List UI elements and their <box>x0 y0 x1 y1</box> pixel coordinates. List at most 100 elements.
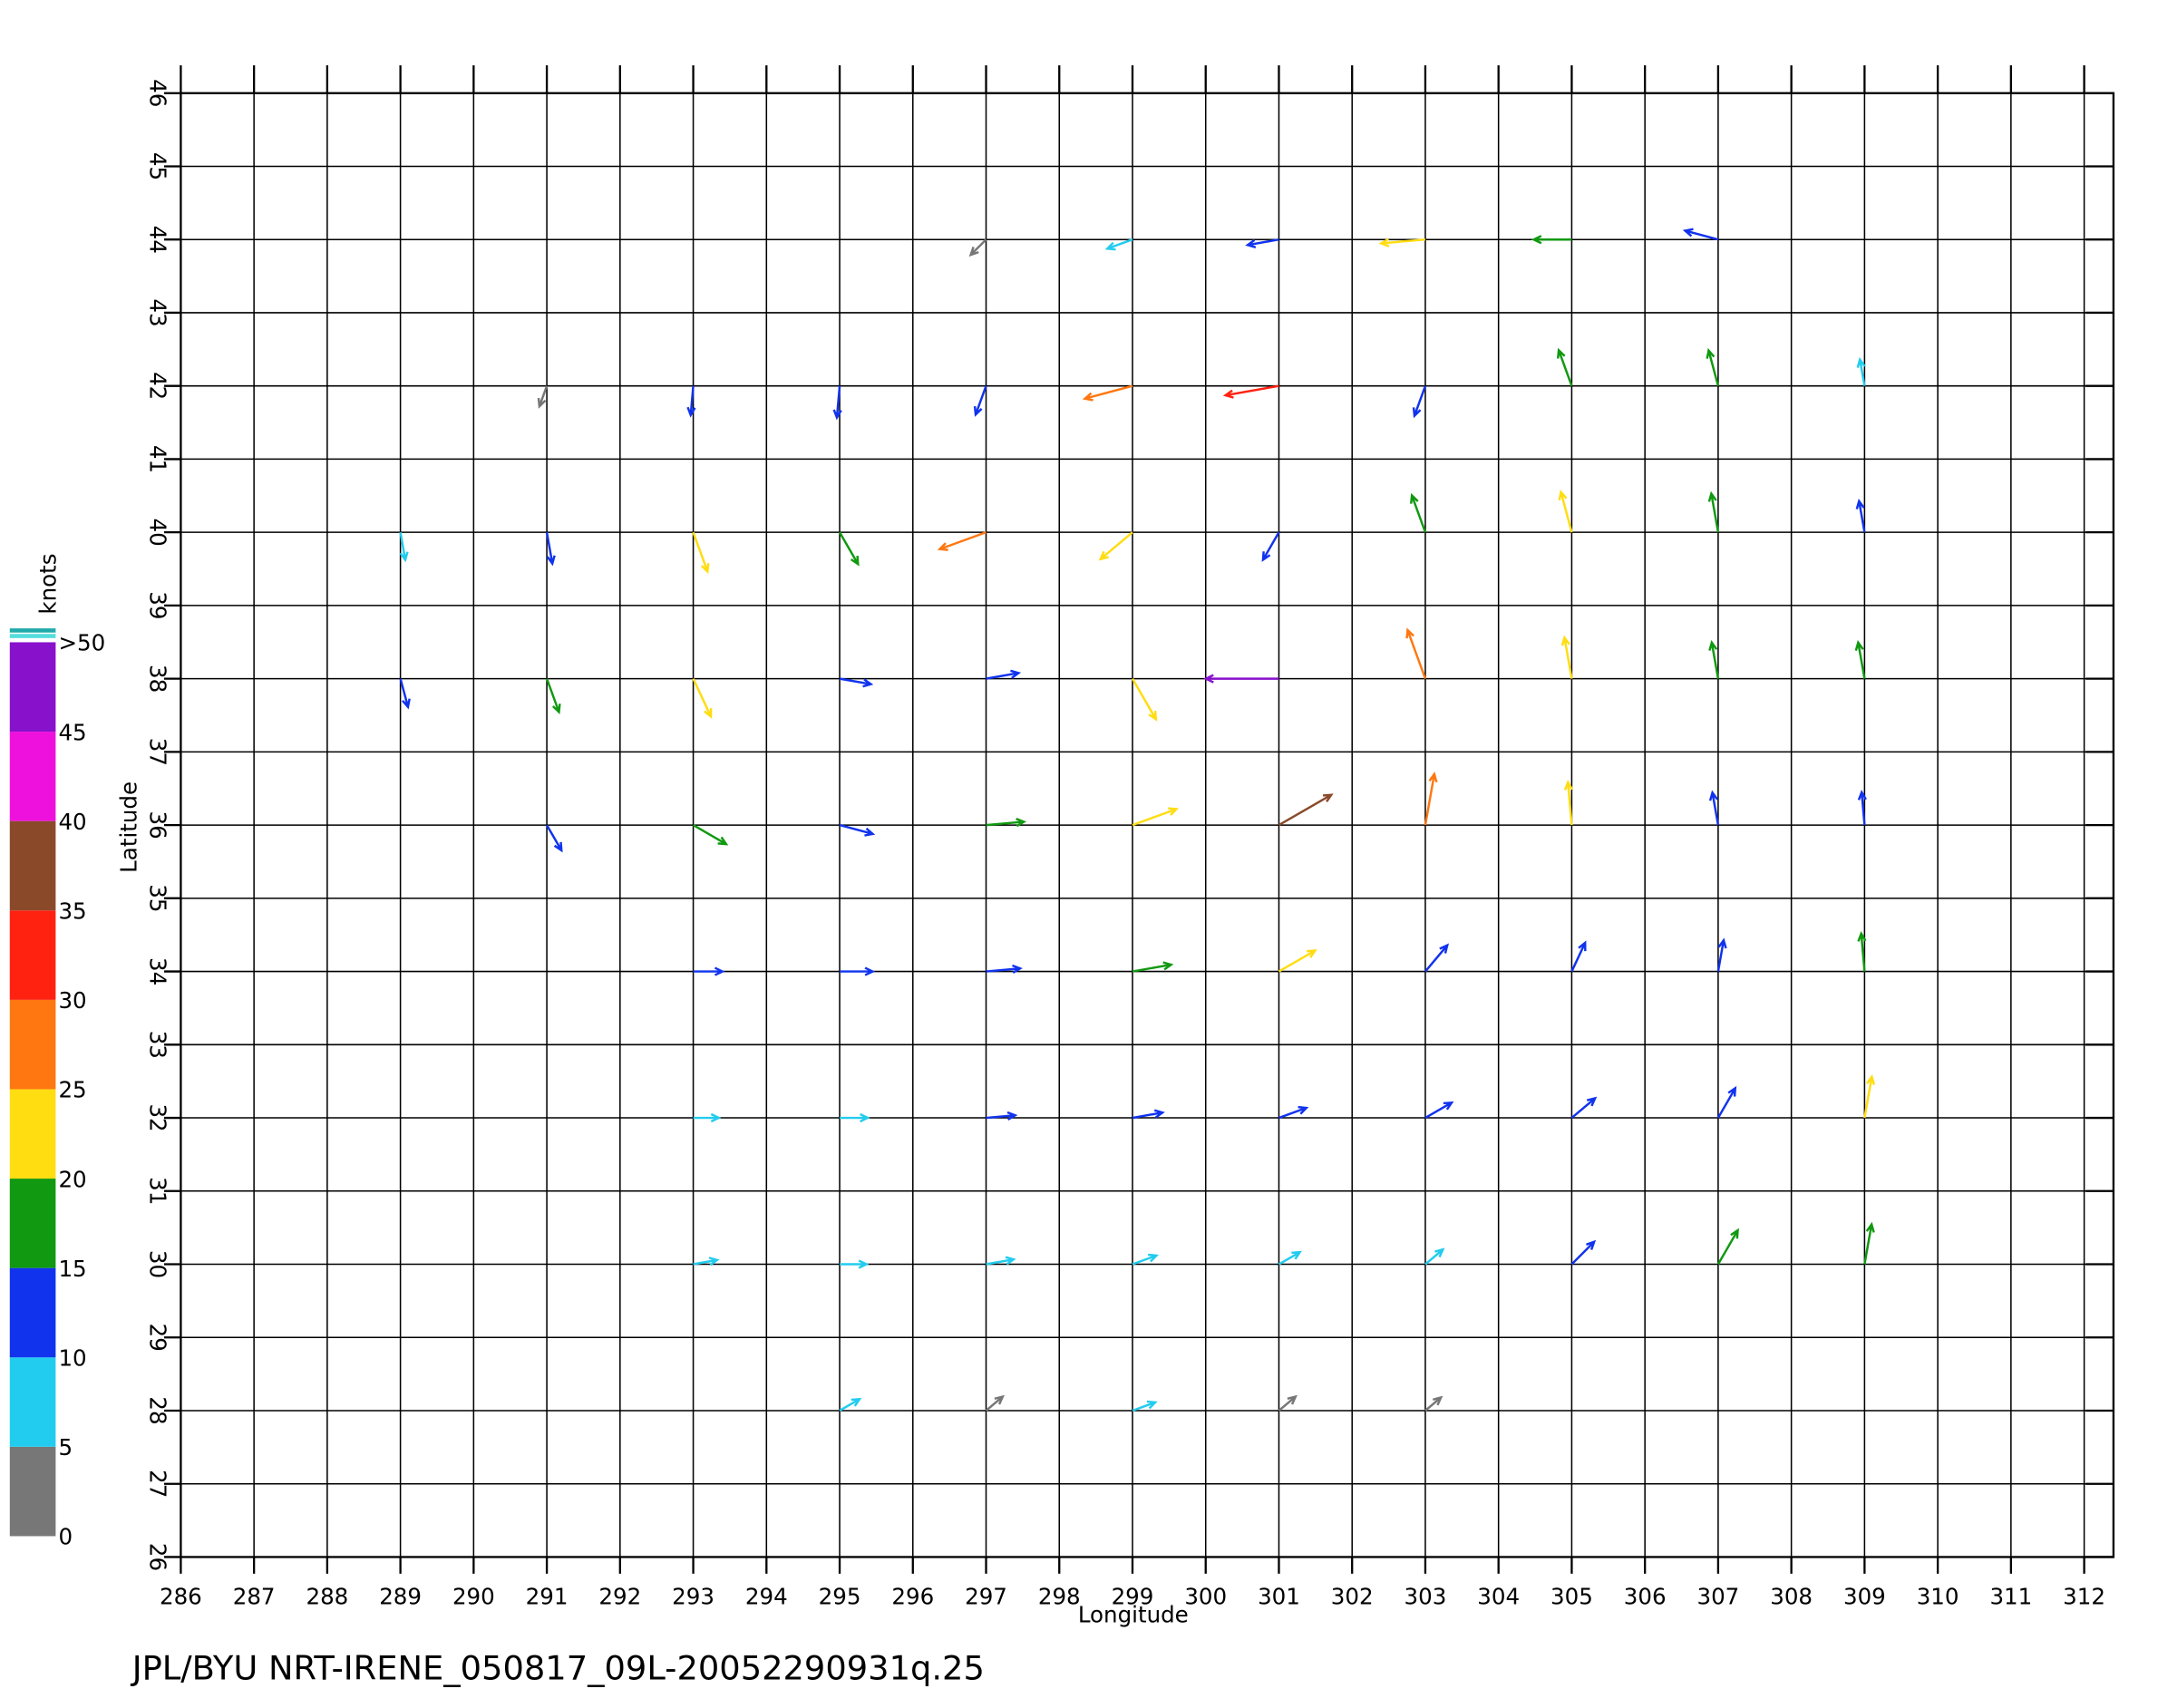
colorbar-tick-label: 10 <box>58 1344 86 1371</box>
wind-vector <box>1424 1395 1444 1412</box>
caption: JPL/BYU NRT-IRENE_050817_09L-20052290931… <box>131 1648 985 1687</box>
x-tick-label: 312 <box>2063 1584 2105 1610</box>
x-tick-label: 290 <box>452 1584 495 1610</box>
wind-vector <box>1410 492 1427 533</box>
wind-vector <box>1278 1105 1309 1120</box>
x-tick-label: 297 <box>965 1584 1007 1610</box>
wind-vector <box>1570 1239 1597 1266</box>
y-tick-label: 45 <box>145 152 171 180</box>
wind-vector <box>1278 1394 1298 1412</box>
y-tick-label: 42 <box>145 372 171 400</box>
x-tick-label: 310 <box>1917 1584 1959 1610</box>
y-tick-label: 34 <box>145 957 171 985</box>
wind-vector <box>545 678 561 715</box>
wind-vector <box>1707 490 1720 533</box>
wind-vector <box>1203 674 1279 684</box>
wind-vector <box>1412 385 1427 419</box>
wind-vector <box>692 531 710 575</box>
wind-vector <box>1716 1228 1739 1266</box>
wind-vector <box>692 678 713 719</box>
x-tick-label: 306 <box>1624 1584 1667 1610</box>
x-tick-label: 295 <box>819 1584 861 1610</box>
x-axis-label: Longitude <box>1078 1602 1189 1628</box>
wind-vector <box>1854 639 1866 679</box>
y-axis-label: Latitude <box>115 781 141 873</box>
x-tick-label: 302 <box>1331 1584 1374 1610</box>
x-tick-label: 303 <box>1405 1584 1447 1610</box>
x-tick-label: 299 <box>1112 1584 1154 1610</box>
wind-vector <box>1706 347 1720 387</box>
colorbar-stripe <box>9 634 56 638</box>
wind-vector <box>986 1256 1016 1266</box>
colorbar-segment <box>9 1446 56 1537</box>
wind-vector <box>986 818 1027 828</box>
wind-vector <box>1278 1250 1303 1266</box>
wind-vector <box>1863 1073 1876 1119</box>
wind-vector <box>986 964 1023 975</box>
wind-vector <box>973 385 987 417</box>
wind-vector <box>1424 1101 1454 1120</box>
y-tick-label: 33 <box>145 1031 171 1059</box>
colorbar-segment <box>9 732 56 821</box>
y-tick-label: 39 <box>145 591 171 619</box>
wind-vector <box>1131 678 1158 722</box>
colorbar-segment <box>9 999 56 1090</box>
y-tick-label: 36 <box>145 810 171 839</box>
wind-vector <box>839 1397 862 1412</box>
y-tick-label: 28 <box>145 1396 171 1424</box>
colorbar-tick-label: 35 <box>58 898 86 924</box>
wind-vector <box>1570 1096 1598 1119</box>
wind-vector <box>1531 235 1572 245</box>
wind-vector <box>1556 347 1573 387</box>
x-tick-label: 292 <box>598 1584 641 1610</box>
wind-vector <box>686 385 696 418</box>
x-tick-label: 293 <box>672 1584 714 1610</box>
wind-vector <box>1856 356 1866 386</box>
wind-vector <box>693 1257 720 1266</box>
wind-vector <box>838 531 860 567</box>
y-tick-label: 27 <box>145 1470 171 1498</box>
wind-vector <box>840 1112 870 1123</box>
colorbar-tick-label: 15 <box>58 1256 86 1282</box>
wind-vector <box>937 531 987 551</box>
wind-vector <box>832 385 842 421</box>
wind-vector <box>1132 1253 1160 1266</box>
wind-vector <box>545 531 556 567</box>
wind-vector <box>1245 238 1279 248</box>
wind-vector <box>986 669 1022 680</box>
wind-vector <box>1222 384 1279 399</box>
wind-vector <box>1104 238 1133 251</box>
colorbar-segment <box>9 1267 56 1358</box>
x-tick-label: 291 <box>526 1584 569 1610</box>
y-tick-label: 30 <box>145 1250 171 1278</box>
colorbar-tick-label: 25 <box>58 1077 86 1103</box>
y-tick-label: 37 <box>145 738 171 766</box>
x-tick-label: 301 <box>1258 1584 1300 1610</box>
colorbar-tick-label: 40 <box>58 809 86 835</box>
wind-vector <box>968 238 987 257</box>
wind-vector <box>1682 228 1719 241</box>
x-tick-label: 308 <box>1770 1584 1813 1610</box>
wind-vector <box>693 1112 722 1123</box>
wind-vector <box>1708 639 1720 679</box>
x-tick-label: 305 <box>1550 1584 1593 1610</box>
wind-vector <box>1278 949 1317 973</box>
wind-vector <box>839 677 874 688</box>
colorbar-segment <box>9 1357 56 1447</box>
wind-vector <box>1278 793 1334 827</box>
colorbar-segment <box>9 642 56 733</box>
wind-vector <box>399 678 411 710</box>
wind-vector <box>537 385 549 409</box>
wind-vector <box>1716 1085 1737 1119</box>
x-tick-label: 300 <box>1184 1584 1227 1610</box>
wind-vector <box>399 531 409 563</box>
colorbar-segment <box>9 910 56 1000</box>
colorbar-tick-label: 0 <box>58 1524 73 1550</box>
wind-vector <box>1424 943 1450 973</box>
wind-vector <box>692 824 729 846</box>
y-tick-label: 46 <box>145 79 171 107</box>
wind-vector <box>1261 531 1280 562</box>
wind-vector <box>1132 1109 1165 1120</box>
